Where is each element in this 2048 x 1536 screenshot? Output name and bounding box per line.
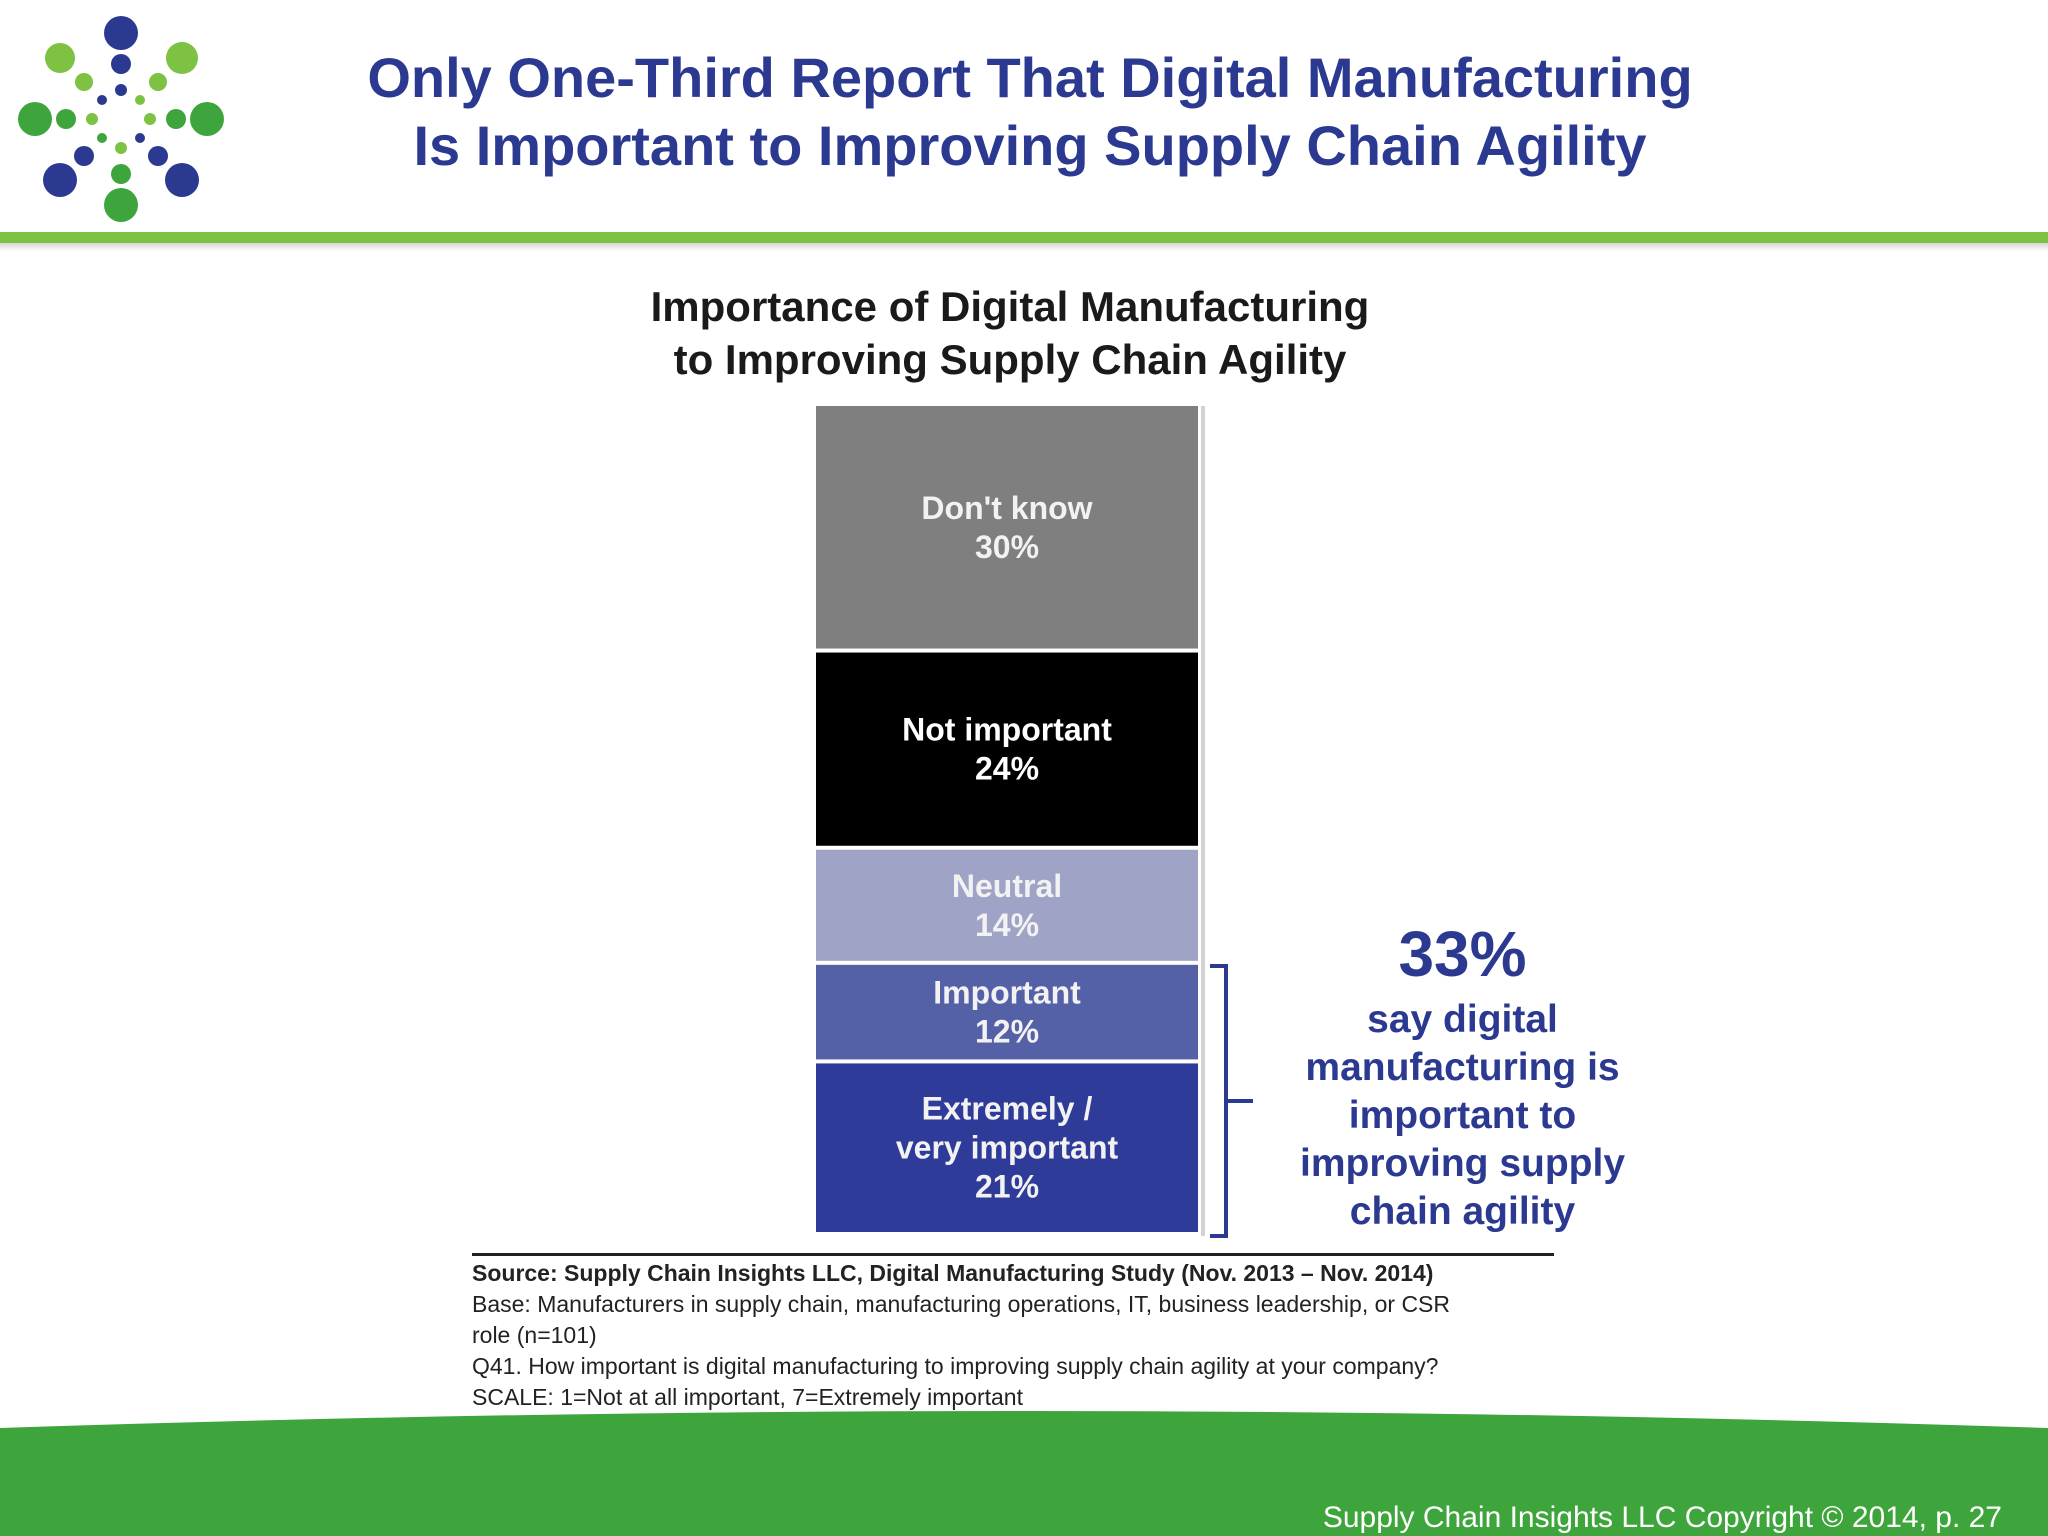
segment-label-not-important: Not important — [902, 712, 1112, 748]
chart-title-line-1: Importance of Digital Manufacturing — [650, 283, 1370, 330]
bar-segment-extremely-very-important — [816, 1063, 1198, 1232]
segment-label-extremely-very-important: very important — [896, 1130, 1119, 1166]
header-divider-shadow — [0, 243, 2048, 251]
data-label-extremely-very-important: 21% — [975, 1169, 1039, 1205]
callout-bracket — [1210, 964, 1253, 1238]
callout-text: say digital manufacturing is important t… — [1299, 998, 1626, 1233]
bar-segment-neutral — [816, 849, 1198, 961]
data-label-important: 12% — [975, 1014, 1039, 1050]
chart-title: Importance of Digital Manufacturing to I… — [560, 280, 1460, 386]
slide-title-line-2: Is Important to Improving Supply Chain A… — [413, 114, 1647, 177]
callout-value: 33% — [1398, 918, 1527, 990]
footer-band — [0, 1411, 2048, 1536]
callout: 33% say digital manufacturing is importa… — [1270, 912, 1655, 1236]
header-divider — [0, 232, 2048, 243]
company-logo — [18, 16, 224, 222]
base-line-continued: role (n=101) — [472, 1322, 597, 1348]
footer-copyright: Supply Chain Insights LLC Copyright © 20… — [1322, 1501, 2002, 1534]
scale-line: SCALE: 1=Not at all important, 7=Extreme… — [472, 1384, 1023, 1410]
data-label-don-t-know: 30% — [975, 529, 1039, 565]
source-divider — [472, 1253, 1554, 1256]
segment-label-important: Important — [933, 975, 1081, 1011]
base-line: Base: Manufacturers in supply chain, man… — [472, 1291, 1451, 1317]
segment-label-neutral: Neutral — [952, 868, 1062, 904]
question-line: Q41. How important is digital manufactur… — [472, 1353, 1439, 1379]
footer-band-shape — [0, 1411, 2048, 1536]
segment-label-extremely-very-important: Extremely / — [922, 1091, 1093, 1127]
bar-segment-don-t-know — [816, 406, 1198, 649]
segment-label-don-t-know: Don't know — [921, 490, 1092, 526]
source-notes: Source: Supply Chain Insights LLC, Digit… — [472, 1258, 1582, 1413]
source-line: Source: Supply Chain Insights LLC, Digit… — [472, 1260, 1434, 1286]
chart-title-line-2: to Improving Supply Chain Agility — [673, 336, 1347, 383]
data-label-not-important: 24% — [975, 751, 1039, 787]
data-label-neutral: 14% — [975, 907, 1039, 943]
bar-segment-not-important — [816, 652, 1198, 846]
slide-title: Only One-Third Report That Digital Manuf… — [300, 44, 1760, 180]
bar-segment-important — [816, 964, 1198, 1060]
slide-title-line-1: Only One-Third Report That Digital Manuf… — [367, 46, 1693, 109]
